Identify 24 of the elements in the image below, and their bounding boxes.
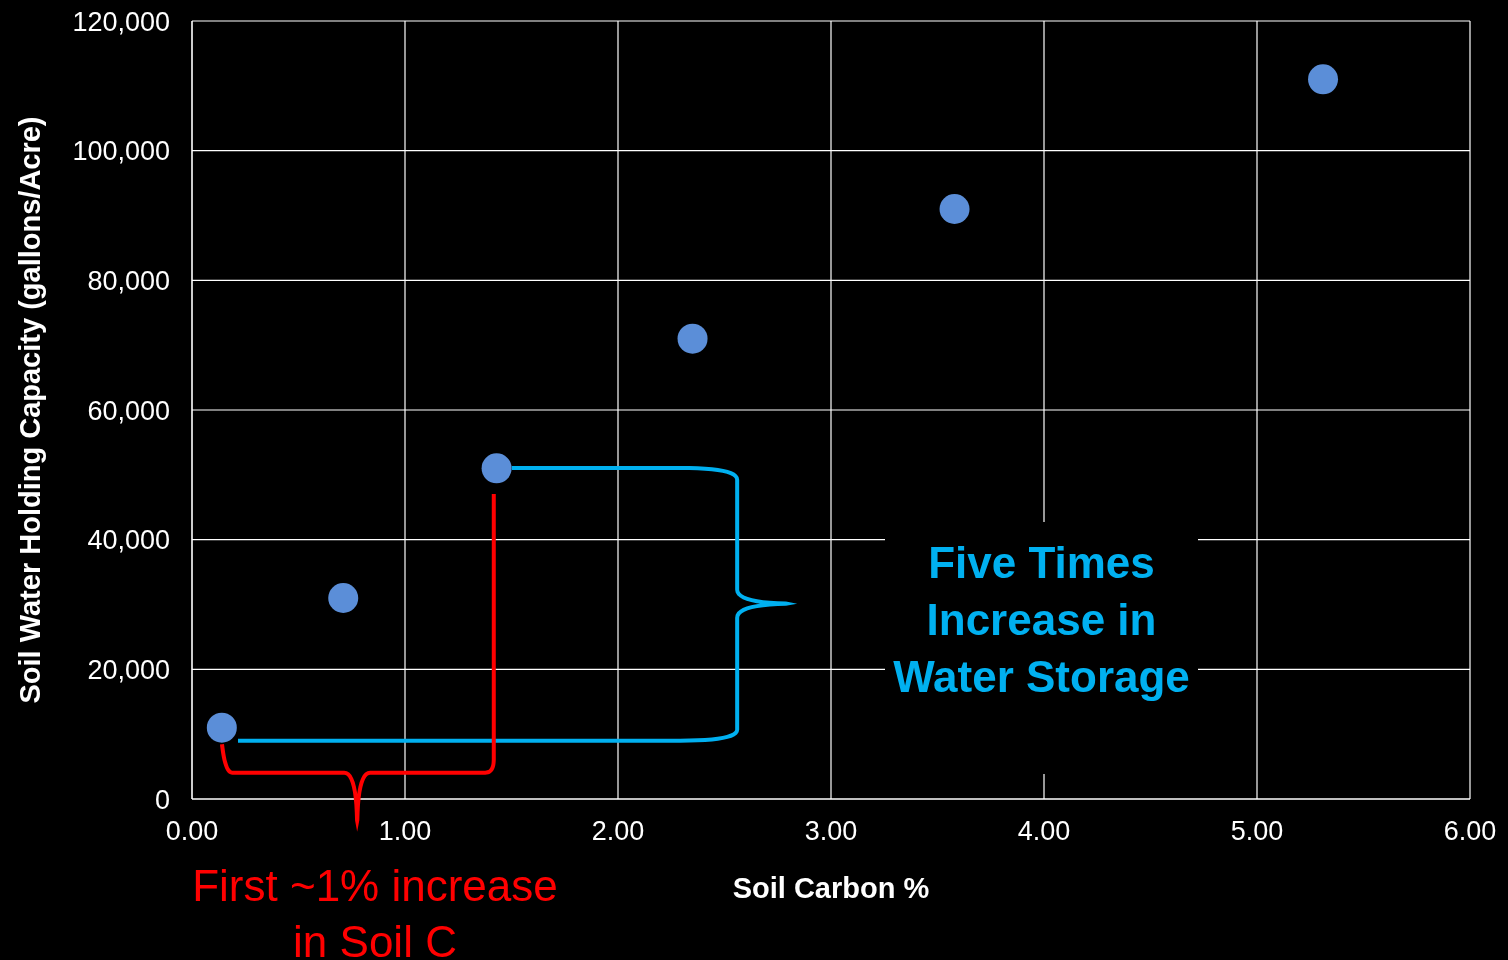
x-tick-label: 1.00 bbox=[378, 816, 432, 847]
annotation: Five Times Increase in Water Storage bbox=[885, 522, 1198, 774]
point bbox=[939, 194, 970, 225]
point bbox=[206, 712, 237, 743]
x-tick-label: 2.00 bbox=[591, 816, 645, 847]
point bbox=[1308, 64, 1339, 95]
y-tick-label: 0 bbox=[154, 784, 170, 815]
y-tick-label: 40,000 bbox=[87, 525, 170, 556]
y-tick-label: 100,000 bbox=[72, 136, 170, 167]
x-axis-title: Soil Carbon % bbox=[731, 872, 931, 905]
point bbox=[481, 453, 512, 484]
y-tick-label: 80,000 bbox=[87, 265, 170, 296]
x-tick-label: 5.00 bbox=[1230, 816, 1284, 847]
x-tick-label: 6.00 bbox=[1443, 816, 1497, 847]
y-axis-title: Soil Water Holding Capacity (gallons/Acre) bbox=[13, 115, 47, 706]
x-tick-label: 0.00 bbox=[165, 816, 219, 847]
point bbox=[328, 583, 359, 614]
x-tick-label: 3.00 bbox=[804, 816, 858, 847]
text: First ~1% increase in Soil C bbox=[191, 860, 559, 960]
x-tick-label: 4.00 bbox=[1017, 816, 1071, 847]
y-tick-label: 20,000 bbox=[87, 654, 170, 685]
y-tick-label: 60,000 bbox=[87, 395, 170, 426]
point bbox=[677, 323, 708, 354]
y-tick-label: 120,000 bbox=[72, 6, 170, 37]
